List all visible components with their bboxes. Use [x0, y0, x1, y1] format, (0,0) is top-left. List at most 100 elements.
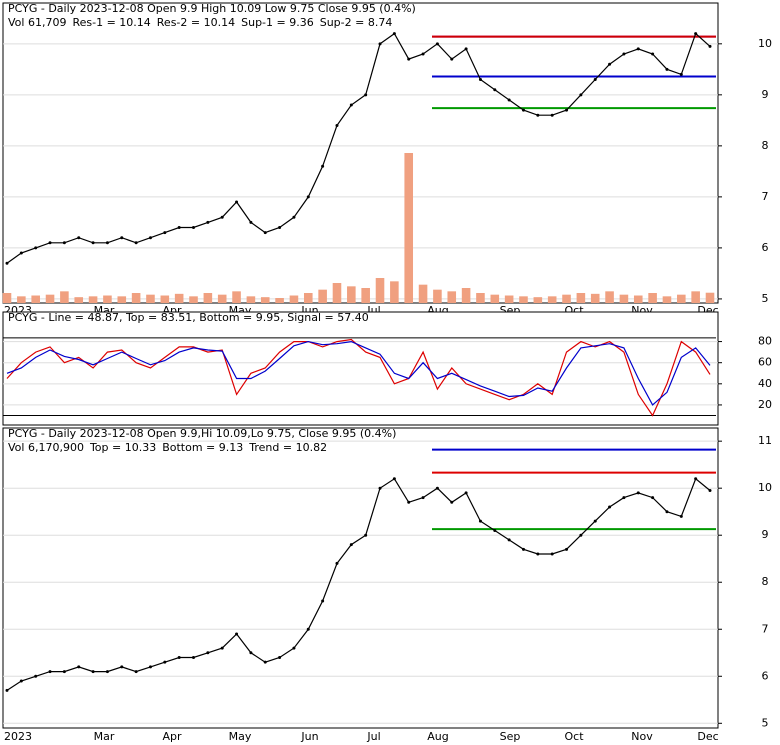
price-point — [679, 72, 683, 76]
price-point — [177, 655, 181, 659]
price-point — [392, 32, 396, 36]
price-point — [493, 88, 497, 92]
x-tick-label: Sep — [500, 730, 521, 743]
price-point — [507, 98, 511, 102]
price-point — [235, 632, 239, 636]
volume-bar — [418, 284, 428, 303]
price-point — [435, 42, 439, 46]
y-tick-label: 8 — [762, 139, 769, 152]
volume-bar — [103, 295, 112, 303]
legend-label: Bottom = 9.13 — [162, 441, 243, 454]
volume-bar — [404, 153, 414, 303]
price-point — [120, 665, 124, 669]
price-point — [235, 200, 239, 204]
volume-bar — [31, 295, 40, 303]
x-tick-label: Nov — [631, 730, 653, 743]
price-point — [5, 261, 9, 265]
volume-bar — [303, 293, 313, 303]
volume-bar — [605, 291, 614, 303]
volume-bar — [648, 293, 657, 303]
price-point — [435, 486, 439, 490]
price-point — [521, 547, 525, 551]
price-point — [507, 538, 511, 542]
volume-bar — [390, 281, 399, 303]
legend-label: Trend = 10.82 — [248, 441, 327, 454]
volume-bar — [332, 283, 342, 303]
price-point — [163, 231, 167, 235]
x-tick-label: May — [229, 730, 252, 743]
price-point — [292, 215, 296, 219]
y-tick-label: 80 — [758, 335, 772, 348]
volume-bar — [160, 295, 170, 303]
y-tick-label: 7 — [762, 190, 769, 203]
legend-label: Sup-2 = 8.74 — [320, 16, 393, 29]
price-point — [450, 500, 454, 504]
volume-bar — [45, 294, 55, 303]
y-tick-label: 10 — [758, 37, 772, 50]
legend-label: Res-2 = 10.14 — [157, 16, 235, 29]
price-point — [177, 225, 181, 229]
price-point — [536, 113, 540, 117]
y-tick-label: 10 — [758, 481, 772, 494]
price-point — [464, 47, 468, 51]
price-point — [105, 670, 109, 674]
price-point — [593, 78, 597, 82]
price-line — [6, 477, 711, 691]
price-point — [249, 651, 253, 655]
price-point — [565, 108, 569, 112]
price-point — [478, 519, 482, 523]
volume-bar — [174, 293, 184, 303]
volume-bar — [260, 297, 270, 303]
price-point — [249, 220, 253, 224]
price-point — [608, 505, 612, 509]
price-point — [493, 529, 497, 533]
price-point — [478, 78, 482, 82]
volume-bar — [17, 296, 26, 303]
price-point — [163, 660, 167, 664]
volume-bar — [189, 296, 198, 303]
price-point — [77, 665, 81, 669]
price-point — [378, 42, 382, 46]
volume-bar — [576, 293, 586, 303]
volume-bar — [347, 286, 356, 303]
price-point — [278, 655, 282, 659]
price-point — [134, 241, 138, 245]
volume-bar — [289, 295, 299, 303]
price-point — [278, 225, 282, 229]
price-point — [579, 93, 583, 97]
x-tick-label: Dec — [697, 730, 718, 743]
price-point — [364, 533, 368, 537]
y-tick-label: 60 — [758, 356, 772, 369]
price-point — [19, 251, 23, 255]
price-point — [421, 496, 425, 500]
price-point — [134, 670, 138, 674]
price-point — [206, 220, 210, 224]
volume-bar — [662, 296, 672, 303]
volume-bar — [275, 298, 284, 303]
volume-bar — [361, 288, 370, 303]
price-point — [622, 52, 626, 56]
volume-bar — [117, 296, 127, 303]
volume-bar — [88, 296, 98, 303]
x-tick-label: Aug — [427, 730, 448, 743]
volume-bar — [60, 291, 69, 303]
price-point — [636, 491, 640, 495]
price-point — [148, 236, 152, 240]
volume-bar — [633, 295, 643, 303]
price-point — [536, 552, 540, 556]
price-point — [407, 57, 411, 61]
price-point — [5, 688, 9, 692]
price-point — [206, 651, 210, 655]
price-point — [636, 47, 640, 51]
volume-bar — [74, 297, 84, 303]
price-point — [192, 655, 196, 659]
price-point — [421, 52, 425, 56]
price-point — [579, 533, 583, 537]
price-line — [6, 32, 711, 264]
price-point — [335, 561, 339, 565]
panel-frame — [2, 311, 719, 426]
price-point — [464, 491, 468, 495]
legend-label: Res-1 = 10.14 — [72, 16, 150, 29]
volume-bar — [590, 293, 600, 303]
